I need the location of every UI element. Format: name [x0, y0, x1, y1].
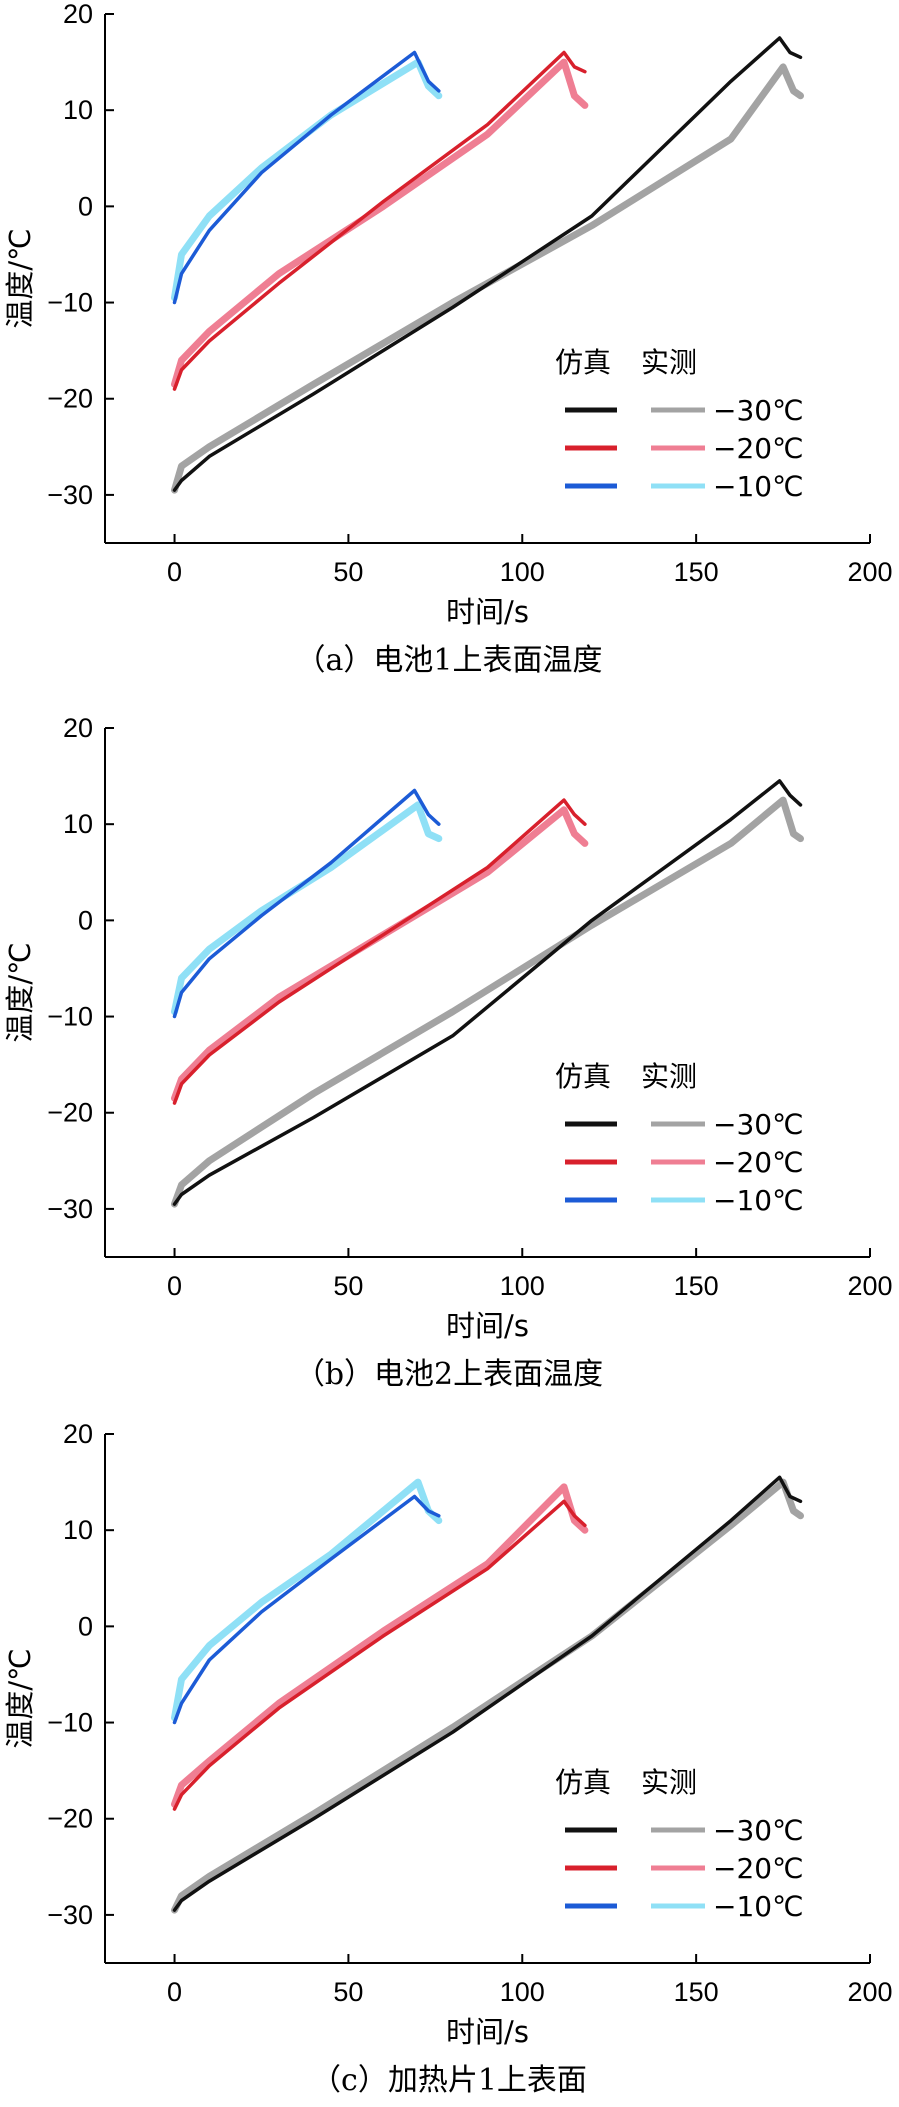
y-tick-label: −20 — [47, 384, 93, 414]
x-tick-label: 100 — [500, 557, 545, 587]
legend-label: −30℃ — [713, 1108, 804, 1141]
y-tick-label: −30 — [47, 480, 93, 510]
y-tick-label: −30 — [47, 1194, 93, 1224]
y-axis-title: 温度/℃ — [3, 942, 37, 1042]
chart-panel-b: −30 −20 −10 0 10 20 0 50 100 150 200 时间/s 温度/℃ （b）电池2… — [0, 713, 899, 1414]
x-tick-label: 200 — [847, 557, 892, 587]
chart-panel-c: −30 −20 −10 0 10 20 0 50 100 150 200 时间/s 温度/℃ （c）加热片… — [0, 1419, 899, 2107]
y-tick-label: 10 — [63, 1515, 93, 1545]
legend-label: −30℃ — [713, 394, 804, 427]
x-tick-label: 0 — [167, 1977, 182, 2007]
series-line-sim--30 — [172, 36, 803, 492]
x-axis-title: 时间/s — [446, 1309, 529, 1343]
legend-header-sim: 仿真 — [555, 346, 611, 379]
y-tick-label: 10 — [63, 809, 93, 839]
series-line-meas--10 — [171, 1478, 443, 1722]
x-tick-label: 0 — [167, 557, 182, 587]
x-tick-label: 100 — [500, 1271, 545, 1301]
legend-header-meas: 实测 — [641, 1060, 697, 1093]
series-line-sim--20 — [172, 1499, 587, 1811]
x-tick-label: 150 — [674, 1977, 719, 2007]
x-tick-label: 0 — [167, 1271, 182, 1301]
legend-label: −10℃ — [713, 470, 804, 503]
y-tick-label: −10 — [47, 288, 93, 318]
series-line-sim--30 — [172, 1475, 803, 1912]
legend-label: −20℃ — [713, 1852, 804, 1885]
x-tick-label: 200 — [847, 1977, 892, 2007]
y-tick-label: −10 — [47, 1708, 93, 1738]
y-tick-label: 10 — [63, 95, 93, 125]
x-tick-label: 50 — [333, 1977, 363, 2007]
series-line-sim--10 — [172, 50, 441, 305]
x-tick-label: 150 — [674, 1271, 719, 1301]
chart-caption: （c）加热片1上表面 — [311, 2063, 587, 2098]
legend-label: −30℃ — [713, 1814, 804, 1847]
legend-header-meas: 实测 — [641, 346, 697, 379]
y-tick-label: 0 — [78, 1611, 93, 1641]
y-tick-label: 0 — [78, 191, 93, 221]
y-tick-label: 0 — [78, 905, 93, 935]
legend-label: −20℃ — [713, 1146, 804, 1179]
y-tick-label: −20 — [47, 1098, 93, 1128]
x-axis-title: 时间/s — [446, 595, 529, 629]
x-tick-label: 100 — [500, 1977, 545, 2007]
series-line-sim--20 — [172, 50, 587, 391]
y-tick-label: 20 — [63, 713, 93, 743]
series-line-meas--30 — [171, 796, 804, 1208]
y-tick-label: −30 — [47, 1900, 93, 1930]
series-line-meas--20 — [171, 1483, 589, 1808]
series-line-sim--10 — [172, 1494, 441, 1725]
series-line-sim--20 — [172, 798, 587, 1105]
x-tick-label: 150 — [674, 557, 719, 587]
chart-caption: （b）电池2上表面温度 — [295, 1357, 603, 1392]
legend-label: −10℃ — [713, 1890, 804, 1923]
y-axis-title: 温度/℃ — [3, 1648, 37, 1748]
y-axis-title: 温度/℃ — [3, 228, 37, 328]
series-line-sim--30 — [172, 779, 803, 1206]
y-tick-label: −20 — [47, 1804, 93, 1834]
series-line-meas--10 — [171, 58, 443, 302]
legend-label: −10℃ — [713, 1184, 804, 1217]
series-line-meas--20 — [171, 58, 589, 388]
legend-header-meas: 实测 — [641, 1766, 697, 1799]
x-tick-label: 200 — [847, 1271, 892, 1301]
legend-label: −20℃ — [713, 432, 804, 465]
x-tick-label: 50 — [333, 1271, 363, 1301]
chart-panel-a: −30 −20 −10 0 10 20 0 50 100 150 200 时间/s 温度/℃ （a）电池1… — [0, 0, 899, 700]
y-tick-label: 20 — [63, 0, 93, 29]
legend-header-sim: 仿真 — [555, 1766, 611, 1799]
y-tick-label: 20 — [63, 1419, 93, 1449]
x-axis-title: 时间/s — [446, 2015, 529, 2049]
series-line-sim--10 — [172, 788, 441, 1019]
chart-caption: （a）电池1上表面温度 — [296, 643, 603, 678]
series-line-meas--30 — [171, 63, 804, 494]
y-tick-label: −10 — [47, 1002, 93, 1032]
x-tick-label: 50 — [333, 557, 363, 587]
legend-header-sim: 仿真 — [555, 1060, 611, 1093]
